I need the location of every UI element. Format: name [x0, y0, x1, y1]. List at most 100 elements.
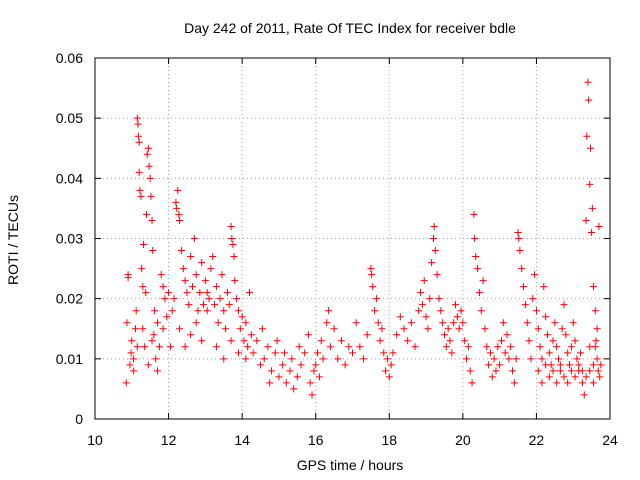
x-tick-label: 10 — [87, 432, 103, 448]
data-point — [134, 120, 142, 128]
data-point — [141, 343, 149, 351]
data-point — [407, 319, 415, 327]
data-point — [268, 367, 276, 375]
data-point — [514, 228, 522, 236]
data-point — [509, 367, 517, 375]
data-point — [349, 349, 356, 357]
data-point — [477, 307, 485, 315]
data-point — [341, 361, 349, 369]
data-point — [459, 319, 467, 327]
data-point — [280, 349, 288, 357]
data-point — [188, 283, 196, 291]
data-point — [145, 162, 153, 170]
data-point — [536, 343, 544, 351]
data-point — [372, 295, 380, 303]
data-point — [396, 313, 404, 321]
data-point — [475, 289, 483, 297]
data-point — [389, 349, 397, 357]
data-point — [192, 319, 200, 327]
data-point — [258, 325, 266, 333]
data-point — [472, 253, 480, 261]
data-point — [136, 186, 144, 194]
data-point — [163, 313, 171, 321]
data-point — [564, 379, 572, 387]
x-tick-label: 12 — [161, 432, 177, 448]
data-point — [275, 373, 283, 381]
data-point — [240, 337, 248, 345]
data-point — [483, 343, 491, 351]
data-point — [461, 337, 469, 345]
data-point — [198, 259, 206, 267]
data-point — [569, 319, 577, 327]
data-point — [567, 343, 575, 351]
data-point — [228, 235, 236, 242]
data-point — [415, 307, 423, 315]
data-point — [325, 307, 333, 315]
data-point — [586, 343, 594, 351]
data-point — [512, 355, 520, 363]
data-point — [127, 349, 135, 357]
data-point — [534, 367, 542, 375]
data-point — [142, 289, 150, 297]
y-tick-label: 0 — [75, 411, 83, 427]
data-point — [317, 337, 325, 345]
data-point — [198, 337, 206, 345]
data-point — [497, 337, 505, 345]
data-point — [363, 331, 371, 339]
data-point — [578, 379, 586, 387]
data-point — [488, 373, 496, 381]
data-point — [175, 210, 183, 218]
data-point — [233, 295, 241, 303]
axis-ticks: 10 12 14 16 18 20 22 24 0 0.01 0.02 0.03 0.04 0.05 0.0… — [56, 50, 618, 448]
data-point — [315, 373, 323, 381]
data-point — [212, 283, 220, 291]
data-point — [525, 337, 533, 345]
data-point — [376, 337, 384, 345]
data-point — [143, 210, 150, 218]
data-point — [505, 355, 513, 363]
data-point — [440, 331, 448, 339]
data-point — [201, 277, 209, 285]
data-point — [437, 307, 445, 315]
data-point — [130, 367, 138, 375]
data-point — [123, 319, 131, 327]
data-point — [135, 168, 143, 176]
data-point — [452, 301, 459, 309]
data-point — [225, 301, 233, 309]
data-point — [173, 204, 181, 212]
data-point — [319, 355, 327, 363]
data-point — [596, 373, 604, 381]
data-point — [345, 343, 353, 351]
data-point — [205, 295, 213, 303]
data-point — [586, 367, 594, 375]
data-point — [138, 265, 146, 273]
data-point — [492, 367, 500, 375]
data-point — [518, 265, 526, 273]
data-point — [584, 78, 592, 86]
data-point — [457, 307, 465, 315]
data-point — [144, 361, 152, 369]
data-point — [231, 277, 239, 285]
data-point — [589, 379, 597, 387]
data-point — [218, 271, 226, 279]
data-point — [430, 222, 438, 230]
data-point — [214, 319, 222, 327]
data-point — [573, 355, 581, 363]
data-point — [428, 259, 436, 267]
data-point — [196, 289, 204, 297]
data-point — [266, 379, 274, 387]
data-point — [271, 349, 279, 357]
data-point — [194, 307, 202, 315]
data-point — [286, 367, 294, 375]
data-point — [501, 349, 509, 357]
data-point — [128, 337, 136, 345]
data-point — [592, 337, 600, 345]
data-point — [378, 325, 386, 333]
data-point — [209, 253, 217, 261]
x-tick-label: 18 — [381, 432, 397, 448]
data-point — [159, 283, 167, 291]
data-point — [560, 373, 568, 381]
data-point — [301, 349, 309, 357]
data-point — [582, 373, 590, 381]
